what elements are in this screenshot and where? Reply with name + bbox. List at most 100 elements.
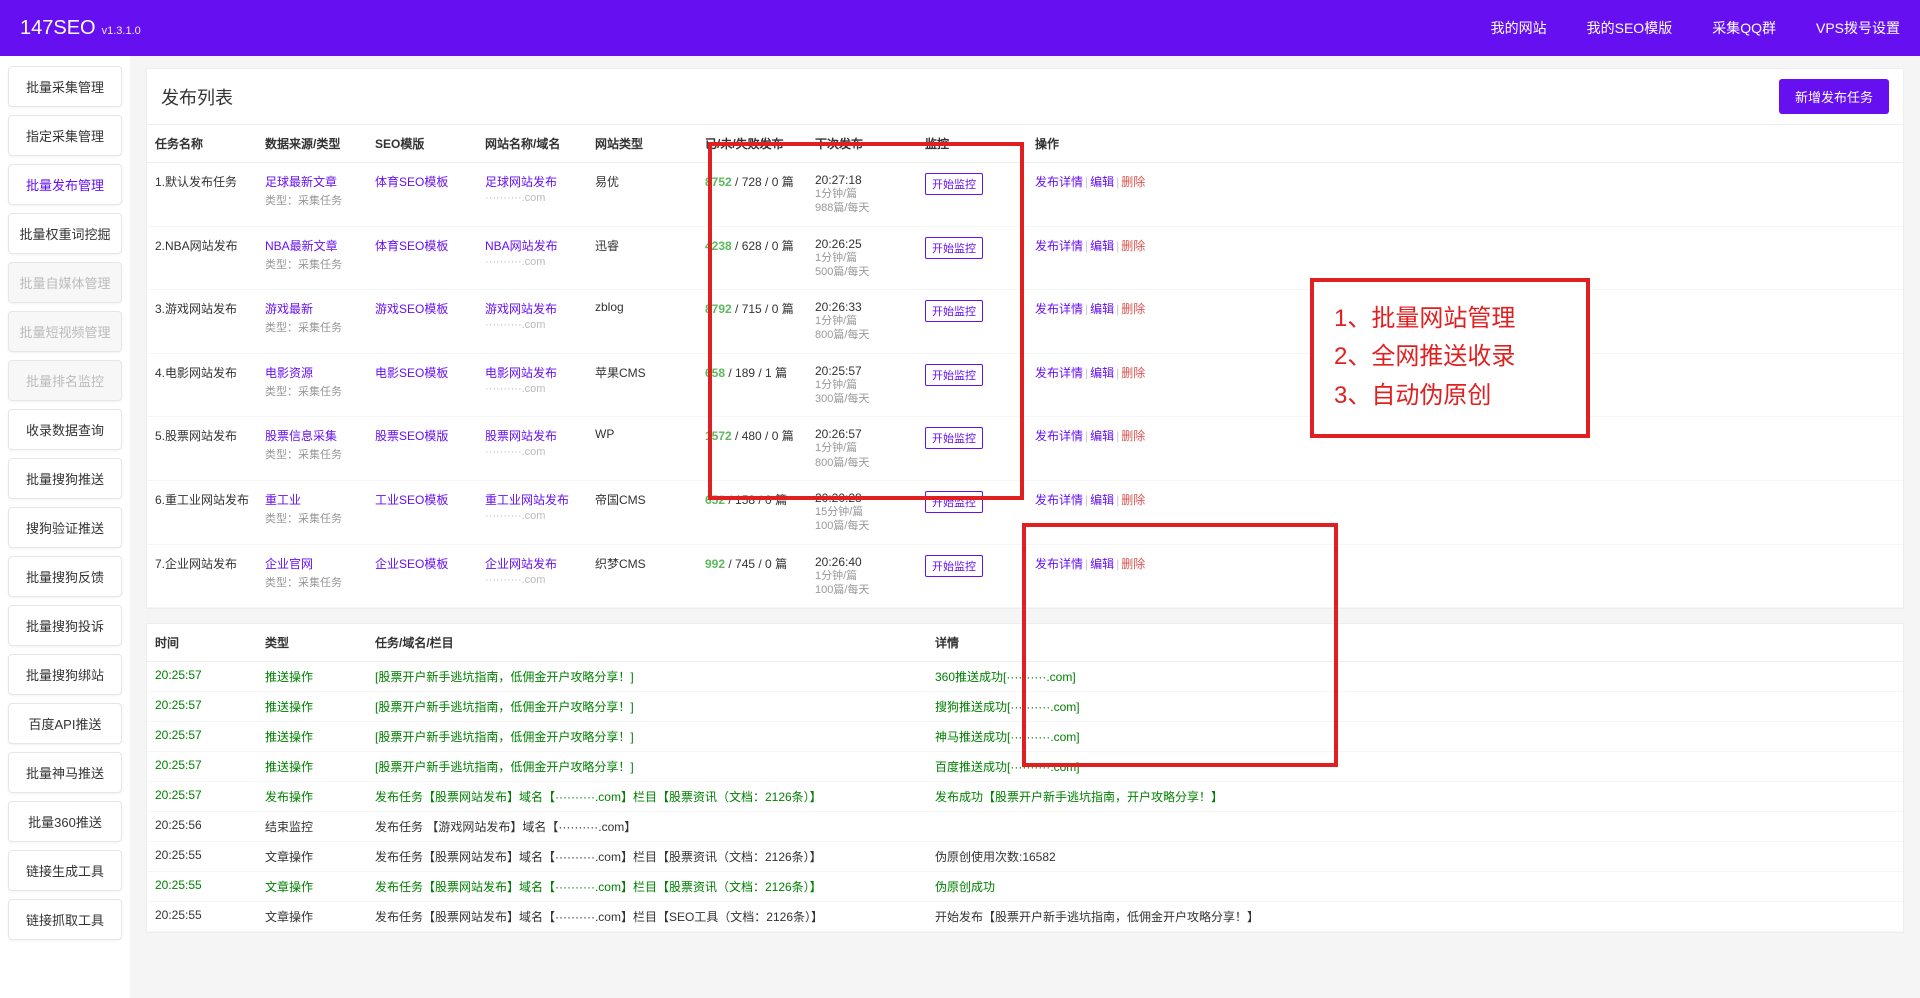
sidebar-item[interactable]: 百度API推送 <box>8 703 122 744</box>
task-name: 5.股票网站发布 <box>147 417 257 481</box>
site-link[interactable]: 游戏网站发布 <box>485 302 557 316</box>
next-publish: 20:27:181分钟/篇988篇/每天 <box>807 163 917 227</box>
op-delete[interactable]: 删除 <box>1121 302 1145 316</box>
template-link[interactable]: 电影SEO模板 <box>375 366 448 380</box>
source-link[interactable]: 游戏最新 <box>265 302 313 316</box>
op-edit[interactable]: 编辑 <box>1090 302 1114 316</box>
monitor-button[interactable]: 开始监控 <box>925 491 983 513</box>
template-link[interactable]: 体育SEO模板 <box>375 175 448 189</box>
op-delete[interactable]: 删除 <box>1121 557 1145 571</box>
publish-table: 任务名称数据来源/类型SEO模版网站名称/域名网站类型已/未/失败发布下次发布监… <box>147 125 1903 608</box>
op-delete[interactable]: 删除 <box>1121 175 1145 189</box>
sidebar-item[interactable]: 批量神马推送 <box>8 752 122 793</box>
topnav-link[interactable]: 我的SEO模版 <box>1587 18 1673 38</box>
template-link[interactable]: 工业SEO模板 <box>375 493 448 507</box>
op-edit[interactable]: 编辑 <box>1090 239 1114 253</box>
publish-count: 652 / 158 / 0 篇 <box>697 480 807 544</box>
monitor-button[interactable]: 开始监控 <box>925 364 983 386</box>
op-delete[interactable]: 删除 <box>1121 239 1145 253</box>
sidebar-item[interactable]: 批量权重词挖掘 <box>8 213 122 254</box>
sidebar-item[interactable]: 批量采集管理 <box>8 66 122 107</box>
sidebar-item[interactable]: 搜狗验证推送 <box>8 507 122 548</box>
monitor-button[interactable]: 开始监控 <box>925 237 983 259</box>
log-time: 20:25:57 <box>147 692 257 722</box>
topnav-link[interactable]: 我的网站 <box>1491 18 1547 38</box>
site-type: zblog <box>587 290 697 354</box>
monitor-button[interactable]: 开始监控 <box>925 300 983 322</box>
site-domain: ··········.com <box>485 319 579 331</box>
template-link[interactable]: 游戏SEO模板 <box>375 302 448 316</box>
op-delete[interactable]: 删除 <box>1121 366 1145 380</box>
op-detail[interactable]: 发布详情 <box>1035 366 1083 380</box>
monitor-button[interactable]: 开始监控 <box>925 427 983 449</box>
row-ops: 发布详情|编辑|删除 <box>1027 544 1903 608</box>
monitor-button[interactable]: 开始监控 <box>925 555 983 577</box>
table-header: 数据来源/类型 <box>257 125 367 163</box>
publish-count: 658 / 189 / 1 篇 <box>697 353 807 417</box>
sidebar-item[interactable]: 链接生成工具 <box>8 850 122 891</box>
log-detail: 伪原创成功 <box>927 872 1903 902</box>
sidebar-item[interactable]: 批量短视频管理 <box>8 311 122 352</box>
site-domain: ··········.com <box>485 192 579 204</box>
sidebar-item[interactable]: 批量发布管理 <box>8 164 122 205</box>
log-detail: 搜狗推送成功[··········.com] <box>927 692 1903 722</box>
op-detail[interactable]: 发布详情 <box>1035 557 1083 571</box>
publish-count: 4238 / 628 / 0 篇 <box>697 226 807 290</box>
source-link[interactable]: 电影资源 <box>265 366 313 380</box>
source-link[interactable]: NBA最新文章 <box>265 239 338 253</box>
sidebar-item[interactable]: 批量搜狗绑站 <box>8 654 122 695</box>
log-type: 结束监控 <box>257 812 367 842</box>
sidebar-item[interactable]: 指定采集管理 <box>8 115 122 156</box>
source-type: 类型：采集任务 <box>265 510 359 526</box>
site-link[interactable]: 足球网站发布 <box>485 175 557 189</box>
source-link[interactable]: 重工业 <box>265 493 301 507</box>
site-link[interactable]: 电影网站发布 <box>485 366 557 380</box>
source-link[interactable]: 企业官网 <box>265 557 313 571</box>
log-time: 20:25:57 <box>147 782 257 812</box>
site-link[interactable]: NBA网站发布 <box>485 239 558 253</box>
log-time: 20:25:55 <box>147 842 257 872</box>
site-domain: ··········.com <box>485 383 579 395</box>
log-row: 20:25:57推送操作[股票开户新手逃坑指南，低佣金开户攻略分享！]搜狗推送成… <box>147 692 1903 722</box>
sidebar-item[interactable]: 批量搜狗投诉 <box>8 605 122 646</box>
monitor-button[interactable]: 开始监控 <box>925 173 983 195</box>
source-link[interactable]: 股票信息采集 <box>265 429 337 443</box>
op-delete[interactable]: 删除 <box>1121 493 1145 507</box>
op-detail[interactable]: 发布详情 <box>1035 175 1083 189</box>
source-link[interactable]: 足球最新文章 <box>265 175 337 189</box>
template-link[interactable]: 企业SEO模板 <box>375 557 448 571</box>
add-publish-task-button[interactable]: 新增发布任务 <box>1779 79 1889 114</box>
site-type: WP <box>587 417 697 481</box>
log-row: 20:25:55文章操作发布任务【股票网站发布】域名【··········.co… <box>147 902 1903 932</box>
panel-title: 发布列表 <box>161 84 233 110</box>
topnav-link[interactable]: 采集QQ群 <box>1712 18 1776 38</box>
op-edit[interactable]: 编辑 <box>1090 557 1114 571</box>
op-detail[interactable]: 发布详情 <box>1035 493 1083 507</box>
sidebar-item[interactable]: 批量360推送 <box>8 801 122 842</box>
table-header: 网站类型 <box>587 125 697 163</box>
op-delete[interactable]: 删除 <box>1121 429 1145 443</box>
op-detail[interactable]: 发布详情 <box>1035 239 1083 253</box>
site-link[interactable]: 企业网站发布 <box>485 557 557 571</box>
op-detail[interactable]: 发布详情 <box>1035 302 1083 316</box>
topnav-link[interactable]: VPS拨号设置 <box>1816 18 1900 38</box>
sidebar-item[interactable]: 批量排名监控 <box>8 360 122 401</box>
site-link[interactable]: 重工业网站发布 <box>485 493 569 507</box>
op-edit[interactable]: 编辑 <box>1090 493 1114 507</box>
op-edit[interactable]: 编辑 <box>1090 366 1114 380</box>
publish-count: 8752 / 728 / 0 篇 <box>697 163 807 227</box>
sidebar-item[interactable]: 批量搜狗推送 <box>8 458 122 499</box>
annotation-line: 2、全网推送收录 <box>1334 338 1566 376</box>
op-edit[interactable]: 编辑 <box>1090 175 1114 189</box>
sidebar-item[interactable]: 收录数据查询 <box>8 409 122 450</box>
op-edit[interactable]: 编辑 <box>1090 429 1114 443</box>
template-link[interactable]: 股票SEO模版 <box>375 429 448 443</box>
site-link[interactable]: 股票网站发布 <box>485 429 557 443</box>
row-ops: 发布详情|编辑|删除 <box>1027 480 1903 544</box>
sidebar-item[interactable]: 批量搜狗反馈 <box>8 556 122 597</box>
sidebar-item[interactable]: 批量自媒体管理 <box>8 262 122 303</box>
op-detail[interactable]: 发布详情 <box>1035 429 1083 443</box>
template-link[interactable]: 体育SEO模板 <box>375 239 448 253</box>
sidebar-item[interactable]: 链接抓取工具 <box>8 899 122 940</box>
log-task: [股票开户新手逃坑指南，低佣金开户攻略分享！] <box>367 692 927 722</box>
